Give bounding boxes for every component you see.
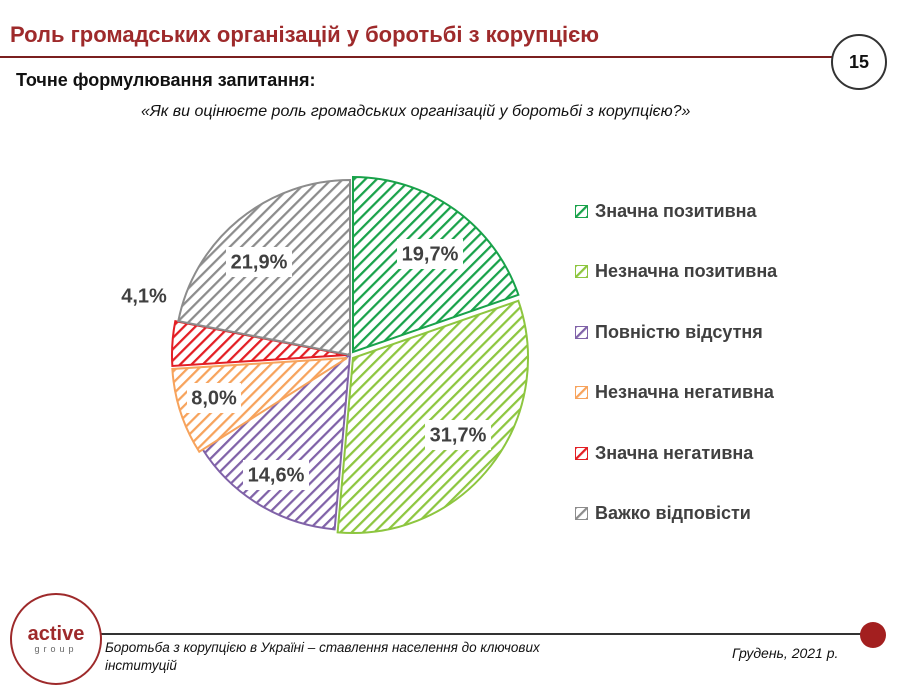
footer-dot (860, 622, 886, 648)
slice-label-bg (397, 239, 463, 269)
legend-swatch (575, 204, 588, 218)
slice-value-label: 8,0% (191, 387, 237, 409)
legend-item: Незначна негативна (575, 378, 777, 408)
legend-label: Повністю відсутня (595, 321, 763, 342)
legend-swatch (575, 386, 588, 399)
legend-item: Повністю відсутня (575, 317, 777, 347)
slice-value-label: 14,6% (248, 464, 305, 486)
logo-subtext: group (34, 644, 78, 654)
pie-slice (336, 299, 529, 534)
legend-swatch (575, 446, 588, 460)
legend-item: Важко відповісти (575, 499, 777, 529)
slice-label-bg (226, 247, 292, 277)
title-divider (0, 56, 840, 58)
legend-swatch (575, 265, 588, 278)
footer-date: Грудень, 2021 р. (732, 645, 839, 661)
legend-item: Значна негативна (575, 438, 777, 468)
footer-divider (96, 633, 874, 635)
chart-legend: Значна позитивна Незначна позитивна Повн… (575, 196, 777, 559)
footer-caption: Боротьба з корупцією в Україні – ставлен… (105, 640, 540, 673)
company-logo: active group (10, 593, 102, 685)
slice-value-label: 31,7% (430, 424, 487, 446)
pie-slice (171, 319, 348, 368)
slice-value-label: 21,9% (231, 251, 288, 273)
legend-label: Важко відповісти (595, 503, 751, 523)
question-heading: Точне формулювання запитання: (16, 70, 316, 90)
pie-slice (200, 353, 352, 531)
pie-slice (171, 357, 348, 454)
legend-item: Незначна позитивна (575, 257, 777, 287)
slice-value-label: 19,7% (402, 243, 459, 265)
legend-item: Значна позитивна (575, 196, 777, 226)
legend-label: Значна позитивна (595, 200, 757, 221)
page-number: 15 (831, 34, 887, 90)
logo-text: active (27, 623, 85, 645)
slice-value-label: 4,1% (121, 285, 167, 307)
legend-swatch (575, 507, 588, 520)
question-text: «Як ви оцінюєте роль громадських організ… (141, 103, 691, 120)
slice-label-bg (425, 420, 491, 450)
legend-label: Значна негативна (595, 442, 754, 463)
page-title: Роль громадських організацій у боротьбі … (10, 22, 600, 47)
legend-label: Незначна позитивна (595, 261, 778, 281)
legend-swatch (575, 325, 588, 339)
slice-label-bg (187, 383, 241, 413)
legend-label: Незначна негативна (595, 382, 774, 402)
slice-label-bg (243, 460, 309, 490)
